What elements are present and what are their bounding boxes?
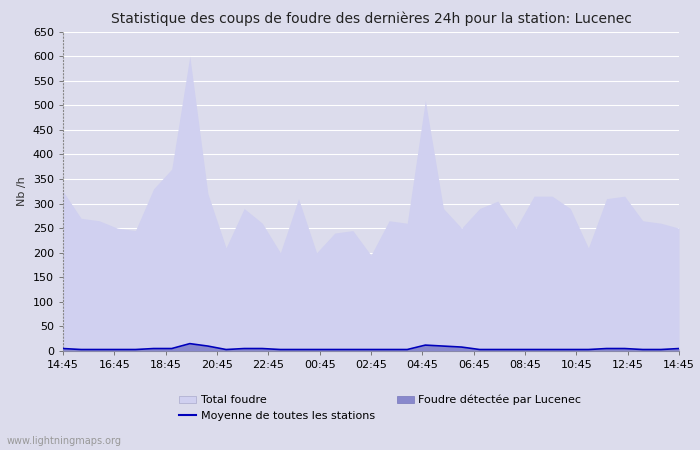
Legend: Total foudre, Moyenne de toutes les stations, Foudre détectée par Lucenec: Total foudre, Moyenne de toutes les stat… (179, 395, 581, 421)
Title: Statistique des coups de foudre des dernières 24h pour la station: Lucenec: Statistique des coups de foudre des dern… (111, 12, 631, 26)
Y-axis label: Nb /h: Nb /h (18, 176, 27, 206)
Text: www.lightningmaps.org: www.lightningmaps.org (7, 436, 122, 446)
